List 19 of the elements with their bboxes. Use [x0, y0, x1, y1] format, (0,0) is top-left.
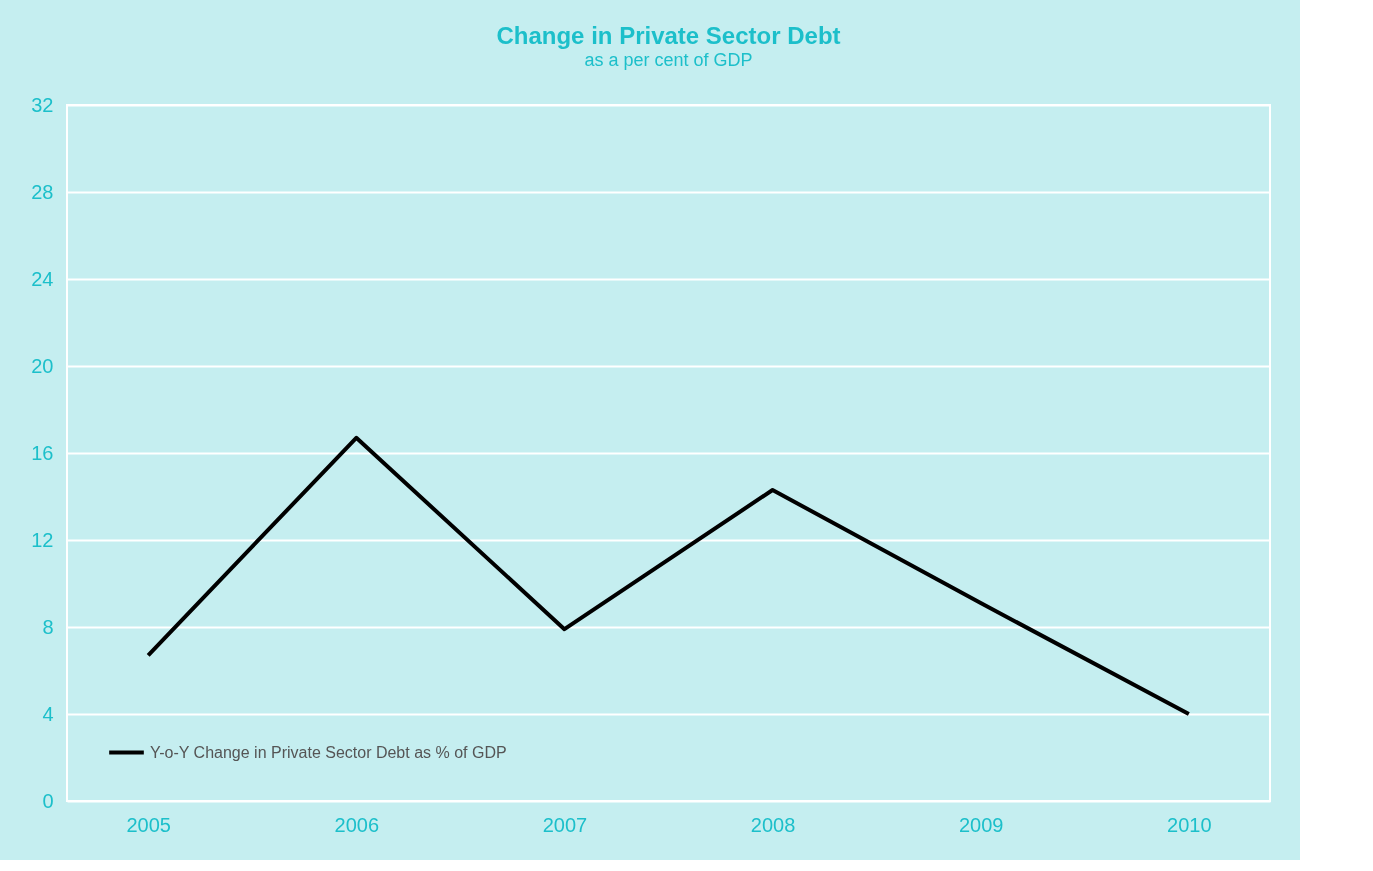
chart-title: Change in Private Sector Debt — [496, 22, 841, 49]
y-tick-label: 24 — [31, 267, 54, 290]
x-tick-label: 2007 — [542, 813, 588, 836]
y-tick-label: 16 — [31, 441, 54, 464]
y-tick-label: 20 — [31, 354, 54, 377]
y-tick-label: 28 — [31, 180, 54, 203]
chart-subtitle: as a per cent of GDP — [584, 50, 753, 70]
y-tick-label: 12 — [31, 528, 54, 551]
x-tick-label: 2005 — [126, 813, 171, 836]
x-tick-label: 2006 — [334, 813, 380, 836]
y-tick-label: 4 — [42, 702, 54, 725]
legend-label: Y-o-Y Change in Private Sector Debt as % of GDP — [150, 743, 507, 761]
x-tick-label: 2010 — [1167, 813, 1212, 836]
x-tick-label: 2009 — [958, 813, 1004, 836]
y-tick-label: 8 — [42, 615, 54, 638]
y-tick-label: 0 — [42, 789, 54, 812]
x-tick-label: 2008 — [750, 813, 796, 836]
y-tick-label: 32 — [31, 93, 54, 116]
line-series — [146, 435, 1191, 716]
